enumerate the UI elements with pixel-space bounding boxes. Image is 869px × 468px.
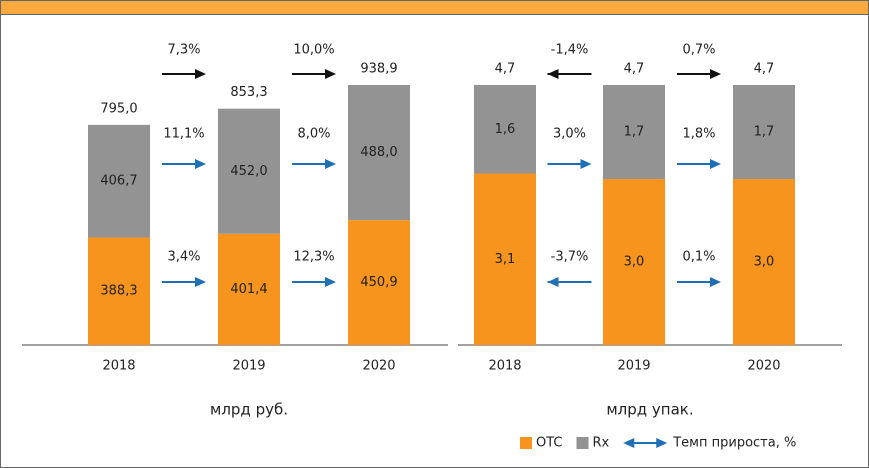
legend-label: Rx — [593, 436, 610, 451]
total-label: 4,7 — [495, 62, 516, 77]
growth-label: 12,3% — [293, 250, 334, 265]
x-tick-label: 2020 — [362, 359, 395, 374]
legend-label: Темп прироста, % — [672, 436, 796, 451]
segment-label: 3,1 — [495, 252, 516, 267]
bar-segment — [88, 124, 150, 238]
total-label: 4,7 — [754, 62, 775, 77]
bar-segment — [474, 85, 536, 174]
arrow-head — [195, 277, 206, 287]
bar-segment — [218, 233, 280, 345]
growth-arrow — [292, 159, 336, 169]
total-label: 795,0 — [100, 101, 137, 116]
arrow-head — [710, 69, 721, 79]
legend-swatch — [576, 437, 589, 449]
arrow-head — [656, 438, 668, 448]
arrow-head — [580, 159, 592, 169]
legend-swatch — [520, 437, 532, 449]
growth-label: 3,4% — [167, 250, 200, 265]
arrow-head — [325, 277, 336, 287]
growth-label: 0,7% — [682, 43, 715, 58]
growth-arrow — [162, 69, 206, 79]
growth-arrow — [677, 69, 721, 79]
segment-label: 3,0 — [754, 255, 775, 270]
growth-arrow — [292, 277, 336, 287]
total-label: 4,7 — [624, 62, 645, 77]
segment-label: 450,9 — [360, 275, 397, 290]
bar-segment — [603, 85, 665, 180]
growth-label: 3,0% — [553, 127, 586, 142]
segment-label: 1,7 — [754, 125, 775, 140]
legend-arrow — [623, 438, 668, 448]
arrow-head — [195, 159, 206, 169]
growth-label: -1,4% — [551, 43, 589, 58]
total-label: 853,3 — [230, 85, 267, 100]
growth-label: 10,0% — [293, 43, 334, 58]
arrow-head — [547, 69, 559, 79]
x-tick-label: 2020 — [747, 359, 780, 374]
growth-arrow — [162, 159, 206, 169]
bar-segment — [348, 85, 410, 221]
segment-label: 452,0 — [230, 164, 267, 179]
growth-arrow — [677, 159, 721, 169]
bar-segment — [603, 179, 665, 345]
total-label: 938,9 — [360, 62, 397, 77]
bar-segment — [218, 108, 280, 234]
growth-arrow — [292, 69, 336, 79]
segment-label: 488,0 — [360, 145, 397, 160]
segment-label: 388,3 — [100, 284, 137, 299]
arrow-head — [325, 69, 336, 79]
growth-arrow — [547, 159, 592, 169]
arrow-head — [547, 277, 559, 287]
unit-label: млрд руб. — [210, 401, 288, 419]
x-tick-label: 2018 — [102, 359, 135, 374]
growth-arrow — [547, 69, 592, 79]
top-band — [0, 0, 869, 15]
arrow-head — [710, 159, 721, 169]
x-tick-label: 2019 — [617, 359, 650, 374]
growth-arrow — [162, 277, 206, 287]
arrow-head — [710, 277, 721, 287]
arrow-head — [325, 159, 336, 169]
growth-label: 7,3% — [167, 43, 200, 58]
bar-segment — [733, 179, 795, 345]
x-tick-label: 2019 — [232, 359, 265, 374]
arrow-head — [623, 438, 635, 448]
unit-label: млрд упак. — [606, 401, 693, 419]
bar-segment — [348, 220, 410, 345]
bar-segment — [474, 173, 536, 345]
growth-label: 8,0% — [297, 127, 330, 142]
growth-label: -3,7% — [551, 250, 589, 265]
bar-segment — [88, 237, 150, 345]
segment-label: 1,7 — [624, 125, 645, 140]
segment-label: 401,4 — [230, 282, 267, 297]
growth-label: 1,8% — [682, 127, 715, 142]
legend-label: OTC — [536, 436, 563, 451]
growth-label: 11,1% — [163, 127, 204, 142]
x-tick-label: 2018 — [488, 359, 521, 374]
segment-label: 1,6 — [495, 122, 516, 137]
growth-arrow — [547, 277, 592, 287]
segment-label: 3,0 — [624, 255, 645, 270]
bar-segment — [733, 85, 795, 180]
arrow-head — [195, 69, 206, 79]
growth-label: 0,1% — [682, 250, 715, 265]
segment-label: 406,7 — [100, 174, 137, 189]
growth-arrow — [677, 277, 721, 287]
